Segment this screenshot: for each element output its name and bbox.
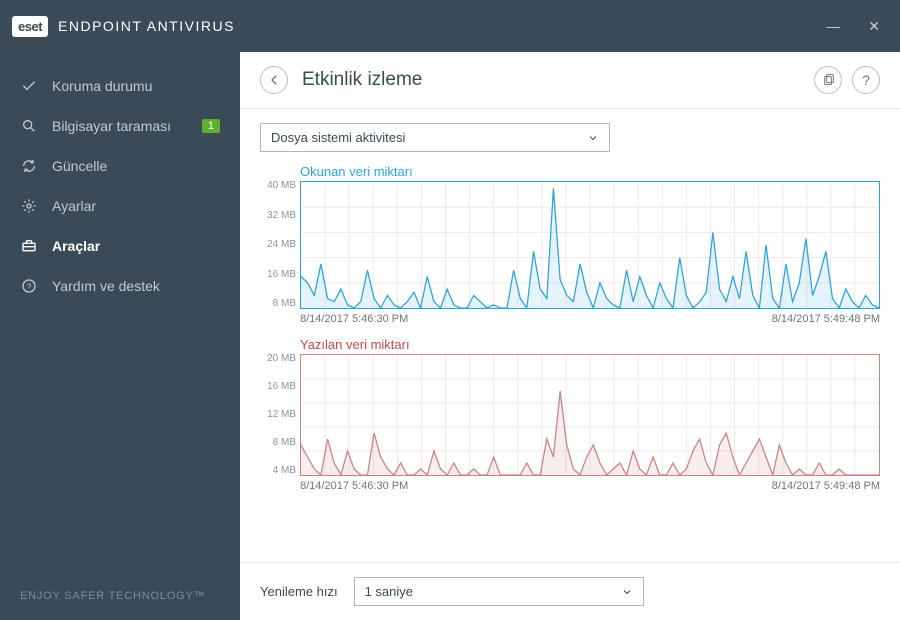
sidebar-item-5[interactable]: ? Yardım ve destek (0, 266, 240, 306)
sidebar-item-1[interactable]: Bilgisayar taraması 1 (0, 106, 240, 146)
ytick: 4 MB (273, 466, 296, 476)
gear-icon (20, 197, 38, 215)
arrow-left-icon (266, 72, 282, 88)
sidebar-item-0[interactable]: Koruma durumu (0, 66, 240, 106)
back-button[interactable] (260, 66, 288, 94)
ytick: 16 MB (267, 382, 296, 392)
sidebar-item-label: Yardım ve destek (52, 278, 160, 294)
svg-text:?: ? (27, 281, 32, 291)
ytick: 20 MB (267, 354, 296, 364)
help-icon: ? (20, 277, 38, 295)
sidebar-footer: ENJOY SAFER TECHNOLOGY™ (0, 572, 240, 620)
page-title: Etkinlik izleme (302, 69, 422, 91)
chart-read-yaxis: 40 MB 32 MB 24 MB 16 MB 8 MB (260, 181, 300, 309)
sidebar-item-label: Güncelle (52, 158, 107, 174)
chart-write-yaxis: 20 MB 16 MB 12 MB 8 MB 4 MB (260, 354, 300, 476)
refresh-icon (20, 157, 38, 175)
main-header: Etkinlik izleme ? (240, 52, 900, 109)
ytick: 24 MB (267, 240, 296, 250)
sidebar-item-label: Ayarlar (52, 198, 96, 214)
chart-read-title: Okunan veri miktarı (300, 164, 880, 179)
ytick: 40 MB (267, 181, 296, 191)
refresh-row: Yenileme hızı 1 saniye (240, 562, 900, 620)
search-icon (20, 117, 38, 135)
chart-read-block: Okunan veri miktarı 40 MB 32 MB 24 MB 16 MB… (260, 164, 880, 325)
copy-button[interactable] (814, 66, 842, 94)
sidebar-item-2[interactable]: Güncelle (0, 146, 240, 186)
chart-read-plot (300, 181, 880, 309)
sidebar-badge: 1 (202, 119, 220, 133)
sidebar-item-label: Bilgisayar taraması (52, 118, 171, 134)
ytick: 8 MB (273, 299, 296, 309)
copy-icon (820, 72, 836, 88)
refresh-label: Yenileme hızı (260, 584, 338, 599)
question-icon: ? (862, 72, 870, 88)
chart-write-xend: 8/14/2017 5:49:48 PM (772, 480, 880, 492)
main-panel: Etkinlik izleme ? Dosya sistemi aktivite… (240, 52, 900, 620)
ytick: 8 MB (273, 438, 296, 448)
chart-write-title: Yazılan veri miktarı (300, 337, 880, 352)
refresh-rate-value: 1 saniye (365, 584, 413, 599)
chart-write-block: Yazılan veri miktarı 20 MB 16 MB 12 MB 8 MB… (260, 337, 880, 492)
activity-type-value: Dosya sistemi aktivitesi (271, 130, 405, 145)
help-button[interactable]: ? (852, 66, 880, 94)
chart-read-xstart: 8/14/2017 5:46:30 PM (300, 313, 408, 325)
app-title: ENDPOINT ANTIVIRUS (58, 18, 235, 34)
sidebar-item-3[interactable]: Ayarlar (0, 186, 240, 226)
sidebar-item-4[interactable]: Araçlar (0, 226, 240, 266)
chart-write-xstart: 8/14/2017 5:46:30 PM (300, 480, 408, 492)
check-icon (20, 77, 38, 95)
window-controls: — ✕ (826, 18, 888, 35)
sidebar: Koruma durumu Bilgisayar taraması 1 Güncell… (0, 52, 240, 620)
activity-type-select[interactable]: Dosya sistemi aktivitesi (260, 123, 610, 152)
brand-logo: eset (12, 16, 48, 37)
minimize-button[interactable]: — (826, 18, 840, 35)
chevron-down-icon (587, 132, 599, 144)
chart-write-plot (300, 354, 880, 476)
chart-read-xend: 8/14/2017 5:49:48 PM (772, 313, 880, 325)
chart-read-xaxis: 8/14/2017 5:46:30 PM 8/14/2017 5:49:48 P… (300, 313, 880, 325)
chevron-down-icon (621, 586, 633, 598)
chart-write-xaxis: 8/14/2017 5:46:30 PM 8/14/2017 5:49:48 P… (300, 480, 880, 492)
close-button[interactable]: ✕ (868, 18, 880, 35)
ytick: 12 MB (267, 410, 296, 420)
refresh-rate-select[interactable]: 1 saniye (354, 577, 644, 606)
sidebar-item-label: Araçlar (52, 238, 100, 254)
titlebar: eset ENDPOINT ANTIVIRUS — ✕ (0, 0, 900, 52)
ytick: 32 MB (267, 211, 296, 221)
sidebar-item-label: Koruma durumu (52, 78, 152, 94)
toolbox-icon (20, 237, 38, 255)
ytick: 16 MB (267, 270, 296, 280)
